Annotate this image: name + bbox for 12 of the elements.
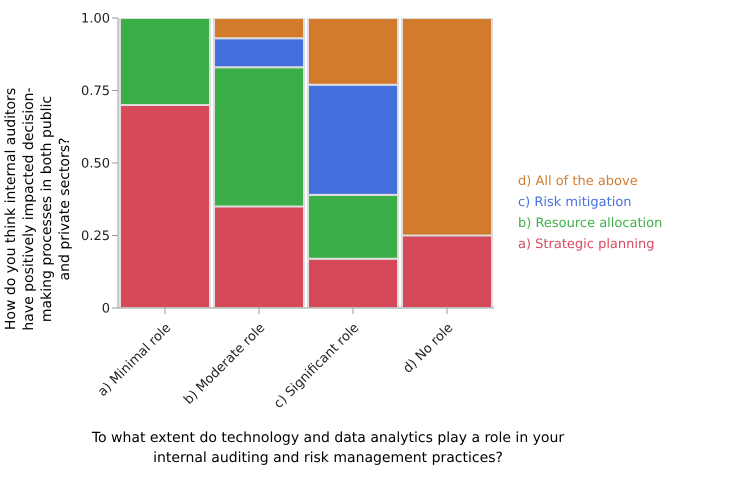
series-label: d) All of the above	[518, 174, 638, 189]
series-label: a) Strategic planning	[518, 237, 654, 252]
y-tick-label: 1.00	[81, 12, 110, 27]
y-tick-label: 0.75	[81, 84, 110, 100]
text: b) Resource allocation	[518, 216, 662, 231]
y-tick-label: 0.25	[81, 229, 110, 244]
y-axis-title: How do you think internal auditors have positively impacted decision-making processes in both public and private sectors?	[2, 86, 74, 333]
y-tick-label: 0	[102, 302, 110, 317]
x-tick-label: d) No role	[400, 320, 456, 376]
y-tick-label: 0.50	[81, 156, 110, 172]
text: c) Risk mitigation	[518, 195, 632, 210]
x-axis-title: To what extent do technology and data analytics play a role in your internal auditing and risk management practices?	[90, 429, 566, 468]
